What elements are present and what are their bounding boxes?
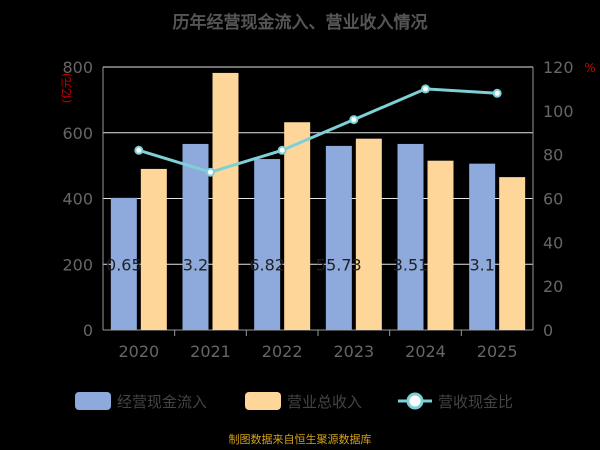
- x-tick-label: 2021: [190, 342, 231, 361]
- bar-revenue: [427, 160, 454, 330]
- ratio-point: [492, 88, 502, 98]
- bar-revenue: [284, 122, 311, 330]
- right-axis-unit: %: [584, 61, 595, 75]
- ratio-point: [134, 145, 144, 155]
- bar-data-label: 3.1: [469, 255, 494, 274]
- bar-cash-inflow: [182, 143, 209, 330]
- right-tick-label: 60: [543, 190, 563, 209]
- legend: 经营现金流入 营业总收入 营收现金比: [75, 392, 513, 411]
- bar-cash-inflow: [254, 159, 281, 330]
- x-tick-label: 2025: [477, 342, 518, 361]
- ratio-line-path: [138, 87, 498, 174]
- legend-swatch-cash-inflow: [75, 392, 111, 410]
- legend-label-revenue: 营业总收入: [287, 393, 362, 411]
- bar-data-label: 3.51: [393, 255, 429, 274]
- left-tick-label: 200: [62, 255, 93, 274]
- right-tick-label: 0: [543, 321, 553, 340]
- bar-labels: 0.65 3.2 6.82 55.73 3.51 3.1: [106, 255, 495, 274]
- left-tick-label: 0: [83, 321, 93, 340]
- bar-revenue: [212, 72, 239, 330]
- bar-revenue: [499, 177, 526, 330]
- right-tick-label: 100: [543, 102, 574, 121]
- x-tick-label: 2024: [405, 342, 446, 361]
- legend-marker-ratio: [406, 392, 424, 410]
- bar-data-label: 55.73: [316, 255, 362, 274]
- bar-cash-inflow: [110, 197, 137, 330]
- bar-revenue: [355, 138, 382, 330]
- chart-title: 历年经营现金流入、营业收入情况: [173, 12, 428, 33]
- bar-cash-inflow: [397, 143, 424, 330]
- ratio-line: [134, 84, 502, 177]
- left-axis-unit: (亿元): [60, 73, 73, 104]
- right-tick-label: 120: [543, 58, 574, 77]
- right-tick-label: 80: [543, 146, 563, 165]
- bar-data-label: 0.65: [106, 255, 142, 274]
- legend-label-cash-inflow: 经营现金流入: [117, 393, 207, 411]
- left-tick-label: 800: [62, 58, 93, 77]
- left-axis: 0 200 400 600 800: [62, 58, 93, 340]
- x-tick-label: 2022: [262, 342, 303, 361]
- ratio-point: [277, 145, 287, 155]
- ratio-point: [421, 84, 430, 94]
- ratio-point: [206, 167, 215, 177]
- x-tick-label: 2023: [333, 342, 374, 361]
- right-tick-label: 20: [543, 277, 563, 296]
- bars: [110, 72, 526, 330]
- right-axis: 0 20 40 60 80 100 120: [543, 58, 574, 340]
- left-tick-label: 400: [62, 190, 93, 209]
- bar-data-label: 3.2: [183, 255, 208, 274]
- left-tick-label: 600: [62, 124, 93, 143]
- bar-revenue: [140, 168, 167, 330]
- right-tick-label: 40: [543, 233, 563, 252]
- grid: [102, 66, 534, 331]
- footer-source: 制图数据来自恒生聚源数据库: [229, 432, 372, 446]
- bar-cash-inflow: [469, 163, 496, 330]
- bar-data-label: 6.82: [249, 255, 285, 274]
- ratio-point: [349, 115, 359, 125]
- bar-cash-inflow: [325, 145, 352, 330]
- legend-label-ratio: 营收现金比: [438, 393, 513, 411]
- x-axis: 2020 2021 2022 2023 2024 2025: [118, 330, 518, 361]
- legend-swatch-revenue: [245, 392, 281, 410]
- x-tick-label: 2020: [118, 342, 159, 361]
